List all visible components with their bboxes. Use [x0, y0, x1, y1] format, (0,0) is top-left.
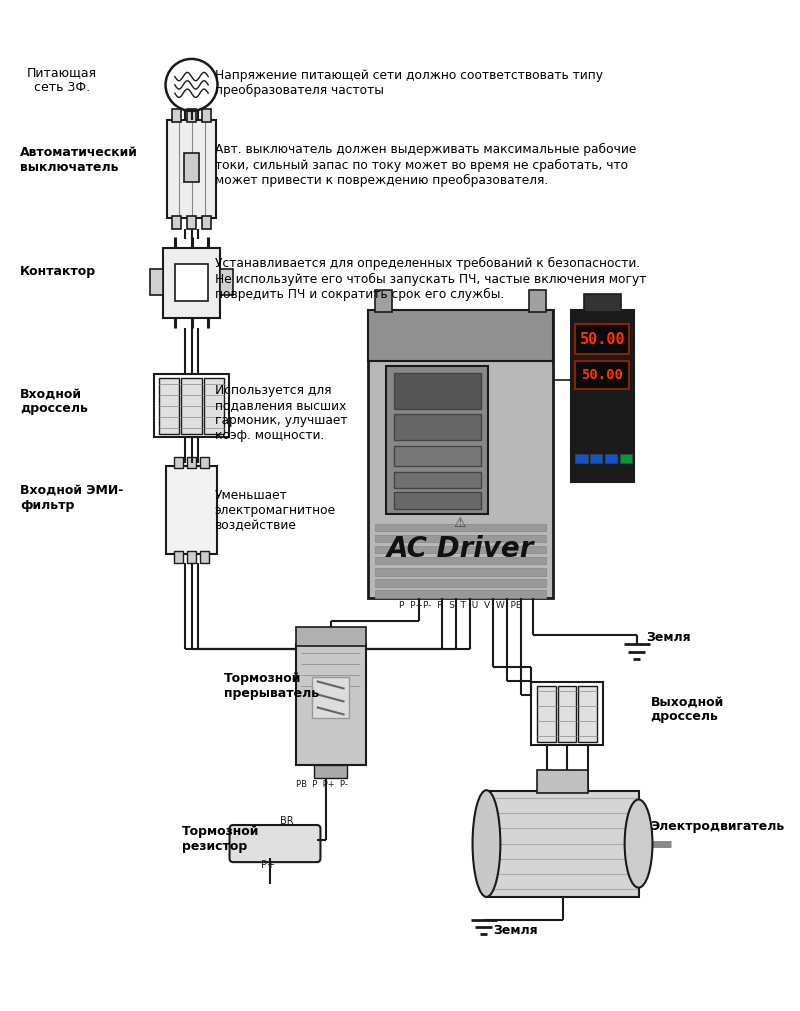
Bar	[375, 290, 392, 312]
Bar	[314, 764, 347, 777]
Bar	[394, 472, 481, 488]
Bar	[558, 685, 577, 741]
Text: Выходной
дроссель: Выходной дроссель	[650, 696, 724, 723]
Bar	[375, 524, 546, 531]
Bar	[187, 215, 196, 228]
Text: Питающая
сеть 3Ф.: Питающая сеть 3Ф.	[26, 67, 97, 94]
Text: P  P+P-  R  S  T  U  V  W  PE: P P+P- R S T U V W PE	[399, 602, 522, 611]
Text: Используется для
подавления высших
гармоник, улучшает
коэф. мощности.: Используется для подавления высших гармо…	[214, 384, 347, 443]
Bar	[187, 109, 196, 122]
Bar	[578, 685, 597, 741]
Bar	[375, 579, 546, 586]
Bar	[571, 310, 634, 482]
Text: ⚠: ⚠	[453, 517, 466, 530]
Bar	[202, 215, 211, 228]
FancyBboxPatch shape	[230, 825, 321, 862]
Bar	[584, 293, 621, 312]
Text: 50.00: 50.00	[579, 332, 625, 347]
Bar	[605, 454, 618, 463]
Bar	[312, 676, 349, 719]
Bar	[575, 325, 630, 354]
Bar	[386, 366, 488, 515]
Bar	[575, 361, 630, 389]
Bar	[537, 770, 589, 793]
Bar	[486, 791, 639, 898]
Text: Земля: Земля	[646, 631, 690, 644]
Circle shape	[584, 403, 621, 440]
Bar	[296, 628, 366, 646]
Bar	[375, 568, 546, 575]
Text: Электродвигатель: Электродвигатель	[650, 820, 785, 833]
Text: Тормозной
прерыватель: Тормозной прерыватель	[224, 672, 319, 700]
Bar	[187, 457, 196, 468]
Bar	[203, 378, 224, 434]
Text: BR: BR	[280, 816, 294, 826]
Bar	[368, 310, 554, 598]
Bar	[175, 264, 208, 301]
Bar	[296, 644, 366, 764]
Bar	[220, 270, 234, 295]
Bar	[368, 310, 554, 361]
Ellipse shape	[625, 800, 653, 888]
Bar	[590, 454, 602, 463]
Text: Контактор: Контактор	[20, 265, 96, 278]
Bar	[394, 373, 481, 408]
Bar	[200, 457, 209, 468]
Text: Земля: Земля	[493, 924, 538, 937]
Text: 50.00: 50.00	[582, 368, 623, 382]
Bar	[538, 685, 556, 741]
Bar	[167, 120, 216, 217]
Text: P+: P+	[261, 860, 274, 870]
Bar	[166, 466, 218, 554]
Bar	[150, 270, 162, 295]
Bar	[529, 290, 546, 312]
Bar	[172, 215, 182, 228]
Bar	[200, 551, 209, 562]
Bar	[575, 454, 587, 463]
Bar	[202, 109, 211, 122]
Bar	[394, 446, 481, 466]
Text: Входной
дроссель: Входной дроссель	[20, 387, 88, 416]
Text: Тормозной
резистор: Тормозной резистор	[182, 825, 260, 853]
Text: Уменьшает
электромагнитное
воздействие: Уменьшает электромагнитное воздействие	[214, 489, 336, 532]
Text: Устанавливается для определенных требований к безопасности.
Не используйте его ч: Устанавливается для определенных требова…	[214, 258, 646, 300]
Bar	[394, 492, 481, 509]
Bar	[172, 109, 182, 122]
Text: PB  P  P+  P-: PB P P+ P-	[296, 779, 348, 789]
Bar	[184, 153, 199, 182]
Bar	[174, 551, 183, 562]
Bar	[394, 415, 481, 440]
Ellipse shape	[473, 791, 500, 897]
Bar	[375, 590, 546, 598]
Bar	[162, 248, 220, 317]
Bar	[531, 682, 603, 745]
Bar	[375, 546, 546, 553]
Text: Авт. выключатель должен выдерживать максимальные рабочие
токи, сильный запас по : Авт. выключатель должен выдерживать макс…	[214, 144, 636, 187]
Text: Автоматический
выключатель: Автоматический выключатель	[20, 147, 138, 174]
Text: Входной ЭМИ-
фильтр: Входной ЭМИ- фильтр	[20, 483, 123, 512]
Text: AC Driver: AC Driver	[386, 535, 534, 563]
Bar	[182, 378, 202, 434]
Bar	[187, 551, 196, 562]
Bar	[375, 557, 546, 564]
Bar	[620, 454, 632, 463]
Bar	[154, 374, 229, 438]
Bar	[159, 378, 179, 434]
Text: Напряжение питающей сети должно соответствовать типу
преобразователя частоты: Напряжение питающей сети должно соответс…	[214, 69, 602, 97]
Bar	[174, 457, 183, 468]
Bar	[375, 535, 546, 542]
